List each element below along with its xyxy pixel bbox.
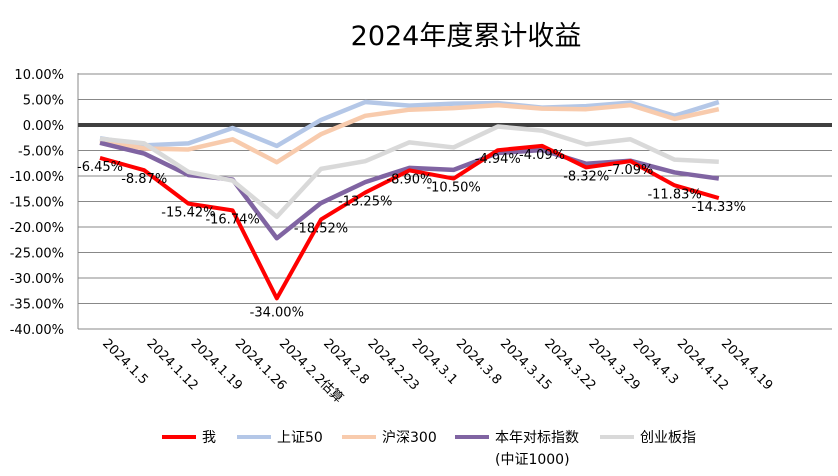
data-label: -14.33% — [692, 200, 746, 215]
legend-label: 我 — [202, 430, 216, 446]
data-label: -4.94% — [475, 152, 521, 167]
data-label: -16.74% — [205, 212, 259, 227]
legend-label: 创业板指 — [640, 430, 696, 446]
data-label: -15.42% — [161, 206, 215, 221]
series-line — [99, 99, 720, 149]
y-tick-label: -30.00% — [10, 272, 64, 287]
series-line — [99, 143, 720, 301]
data-label: -34.00% — [250, 305, 304, 320]
data-label: -8.90% — [386, 172, 432, 187]
x-tick-label: 2024.3.8 — [453, 336, 505, 388]
y-tick-label: -20.00% — [10, 221, 64, 236]
series-line — [99, 102, 720, 165]
data-label: -18.52% — [294, 221, 348, 236]
legend-label: 上证50 — [277, 430, 323, 446]
legend-item: 我 — [162, 430, 216, 446]
y-tick-label: -10.00% — [10, 170, 64, 185]
legend-label: 本年对标指数 — [495, 430, 579, 446]
y-tick-label: -35.00% — [10, 298, 64, 313]
y-tick-label: -40.00% — [10, 323, 64, 338]
data-label: -10.50% — [426, 181, 480, 196]
legend-item: 创业板指 — [600, 430, 696, 446]
x-tick-label: 2024.1.5 — [99, 336, 151, 388]
data-label: -8.32% — [563, 169, 609, 184]
series-line — [99, 140, 720, 241]
y-tick-label: 5.00% — [23, 94, 64, 109]
y-tick-label: -15.00% — [10, 196, 64, 211]
y-tick-label: 0.00% — [23, 119, 64, 134]
data-label: -13.25% — [338, 195, 392, 210]
legend-label: 沪深300 — [382, 430, 437, 446]
data-label: -8.87% — [121, 172, 167, 187]
data-label: -11.83% — [647, 187, 701, 202]
data-label: -7.09% — [607, 163, 653, 178]
y-tick-label: -5.00% — [18, 145, 64, 160]
legend-item: 上证50 — [237, 430, 323, 446]
data-label: -4.09% — [519, 148, 565, 163]
data-label: -6.45% — [77, 160, 123, 175]
legend-label: (中证1000) — [495, 452, 570, 468]
chart-title: 2024年度累计收益 — [351, 21, 582, 52]
legend-item: 沪深300 — [342, 430, 437, 446]
series-line — [99, 124, 719, 220]
y-tick-label: 10.00% — [14, 68, 64, 83]
y-tick-label: -25.00% — [10, 247, 64, 262]
legend-item: 本年对标指数 (中证1000) — [455, 430, 579, 468]
